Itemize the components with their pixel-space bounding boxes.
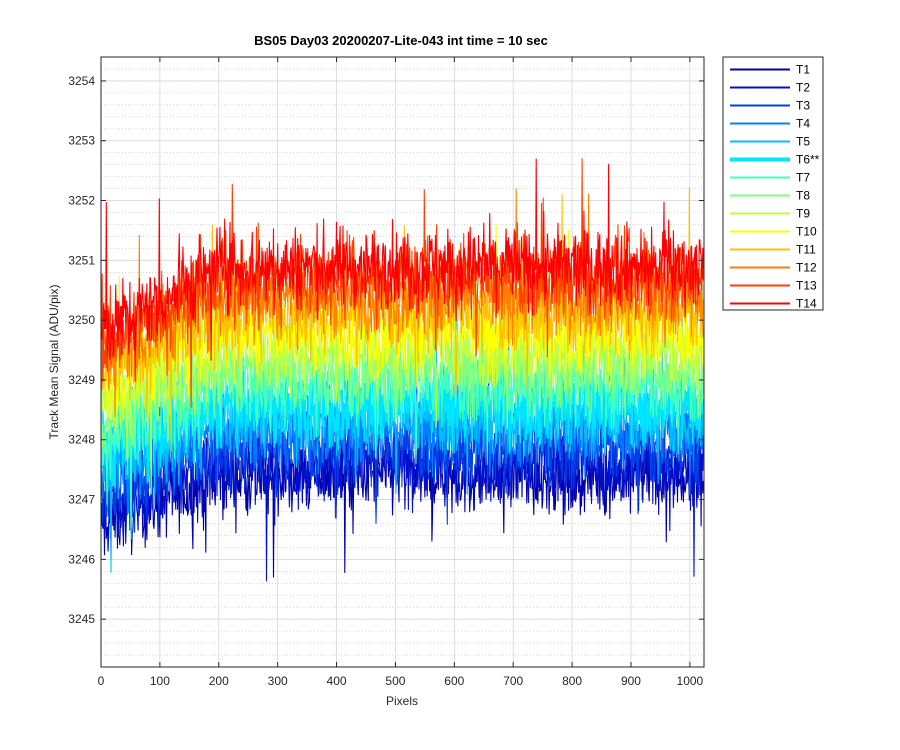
legend-label: T5 [796,135,810,149]
plot-frame [100,56,705,668]
x-tick-label: 500 [385,674,405,688]
y-tick-label: 3254 [68,74,95,88]
series-line-t14 [100,158,704,382]
legend-label: T9 [796,207,810,221]
y-tick-label: 3246 [68,552,95,566]
legend-label: T8 [796,189,810,203]
x-tick-label: 1000 [677,674,704,688]
y-axis-ticks: 3245 3246 3247 3248 3249 3250 3251 3252 3253 3254 [68,74,704,626]
y-tick-label: 3250 [68,313,95,327]
x-tick-label: 400 [327,674,347,688]
legend-label: T1 [796,63,810,77]
x-tick-label: 100 [150,674,170,688]
series-line-t13 [100,158,704,408]
y-tick-label: 3247 [68,493,95,507]
series-line-t10 [100,224,704,444]
x-axis-label: Pixels [386,694,418,708]
legend-label: T6** [796,153,820,167]
x-tick-label: 300 [268,674,288,688]
legend-label: T10 [796,225,817,239]
x-tick-label: 200 [209,674,229,688]
y-tick-label: 3249 [68,373,95,387]
x-tick-label: 0 [98,674,105,688]
x-tick-label: 900 [621,674,641,688]
x-axis-ticks: 0 100 200 300 400 500 600 700 800 900 1000 [98,57,704,688]
legend-label: T13 [796,279,817,293]
legend-label: T4 [796,117,810,131]
legend-label: T14 [796,297,817,311]
y-tick-label: 3251 [68,253,95,267]
legend-label: T3 [796,99,810,113]
y-axis-label: Track Mean Signal (ADU/pix) [47,285,61,440]
series-line-t12 [100,188,704,418]
series-lines [100,158,705,582]
legend-items: T1 T2 T3 T4 T5 T6** T7 T8 T9 T10 T11 T12 T13 T14 [730,63,820,311]
y-tick-label: 3253 [68,134,95,148]
legend: T1 T2 T3 T4 T5 T6** T7 T8 T9 T10 T11 T12 T13 T14 [722,56,824,311]
y-tick-label: 3252 [68,194,95,208]
y-tick-label: 3248 [68,433,95,447]
plot-area: 0 100 200 300 400 500 600 700 800 900 1000 3245324… [68,56,705,688]
legend-label: T2 [796,81,810,95]
x-tick-label: 600 [444,674,464,688]
chart-title: BS05 Day03 20200207-Lite-043 int time = … [254,33,548,48]
legend-label: T7 [796,171,810,185]
x-tick-label: 700 [503,674,523,688]
legend-label: T11 [796,243,816,257]
y-tick-label: 3245 [68,612,95,626]
legend-label: T12 [796,261,817,275]
x-tick-label: 800 [562,674,582,688]
